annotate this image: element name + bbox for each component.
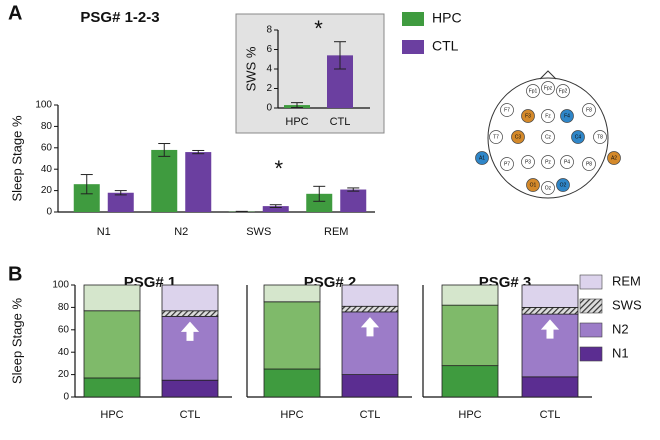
x-tick-label: HPC [458, 409, 481, 421]
electrode-label: P3 [525, 159, 531, 165]
bar-segment [442, 285, 498, 305]
electrode-label: T8 [597, 134, 603, 140]
y-tick-label: 0 [266, 103, 272, 114]
y-axis-label: Sleep Stage % [9, 115, 24, 201]
y-tick-label: 4 [266, 64, 272, 75]
x-tick-label: HPC [285, 116, 308, 128]
legend-label: REM [612, 273, 641, 288]
x-tick-label: CTL [360, 409, 381, 421]
y-tick-label: 80 [41, 121, 53, 132]
legend-swatch [580, 323, 602, 337]
y-tick-label: 0 [46, 207, 52, 218]
y-axis-label: SWS % [243, 46, 258, 91]
bar-segment [264, 285, 320, 302]
electrode-label: P8 [586, 161, 592, 167]
x-tick-label: REM [324, 226, 348, 238]
bar-segment [342, 285, 398, 306]
y-tick-label: 100 [35, 100, 52, 111]
legend-label: N2 [612, 321, 629, 336]
y-tick-label: 60 [58, 324, 70, 335]
x-tick-label: N2 [174, 226, 188, 238]
error-bar [236, 211, 248, 212]
y-tick-label: 100 [52, 280, 69, 291]
x-tick-label: HPC [280, 409, 303, 421]
legend-label: CTL [432, 38, 459, 54]
x-tick-label: CTL [180, 409, 201, 421]
legend-swatch [580, 299, 602, 313]
y-tick-label: 8 [266, 25, 272, 36]
y-tick-label: 20 [41, 185, 53, 196]
bar-segment [84, 311, 140, 378]
annotation: * [274, 156, 283, 181]
bar-segment [442, 305, 498, 365]
electrode-label: Fpz [544, 85, 553, 91]
bar-segment [522, 307, 578, 314]
legend-label: HPC [432, 10, 462, 26]
electrode-label: A2 [611, 155, 617, 161]
electrode-label: C3 [515, 134, 522, 140]
y-tick-label: 2 [266, 83, 272, 94]
x-tick-label: N1 [97, 226, 111, 238]
bar-segment [162, 285, 218, 311]
legend-label: N1 [612, 345, 629, 360]
bar-segment [442, 366, 498, 397]
bar-segment [522, 285, 578, 307]
electrode-label: Fp1 [529, 88, 538, 94]
annotation: * [314, 16, 323, 41]
electrode-label: A1 [479, 155, 485, 161]
electrode-label: P4 [564, 159, 570, 165]
bar-segment [522, 377, 578, 397]
x-tick-label: SWS [246, 226, 271, 238]
electrode-label: F4 [564, 113, 570, 119]
x-tick-label: CTL [330, 116, 351, 128]
chart-title: PSG# 1-2-3 [80, 9, 159, 26]
panel-label: A [8, 2, 22, 24]
y-tick-label: 40 [58, 347, 70, 358]
electrode-label: P7 [504, 161, 510, 167]
electrode-label: O2 [560, 182, 567, 188]
y-tick-label: 6 [266, 44, 272, 55]
legend-swatch [580, 275, 602, 289]
bar-segment [264, 369, 320, 397]
y-tick-label: 60 [41, 142, 53, 153]
bar [151, 150, 177, 212]
bar-segment [162, 380, 218, 397]
bar-segment [342, 375, 398, 397]
bar [108, 193, 134, 212]
y-tick-label: 80 [58, 302, 70, 313]
electrode-label: C4 [575, 134, 582, 140]
electrode-label: T7 [493, 134, 499, 140]
legend-swatch [402, 12, 424, 26]
electrode-label: F3 [525, 113, 531, 119]
error-bar [270, 205, 282, 208]
electrode-label: F8 [586, 107, 592, 113]
bar-segment [342, 306, 398, 312]
electrode-label: Fz [545, 113, 551, 119]
electrode-label: Oz [545, 185, 552, 191]
x-tick-label: CTL [540, 409, 561, 421]
panel-label: B [8, 263, 22, 285]
bar [340, 190, 366, 212]
bar [185, 152, 211, 212]
electrode-label: Pz [545, 159, 551, 165]
electrode-label: O1 [530, 182, 537, 188]
electrode-label: F7 [504, 107, 510, 113]
legend-swatch [580, 347, 602, 361]
electrode-label: Cz [545, 134, 552, 140]
bar-segment [84, 285, 140, 311]
bar-segment [84, 378, 140, 397]
bar-segment [162, 311, 218, 317]
y-axis-label: Sleep Stage % [9, 298, 24, 384]
y-tick-label: 20 [58, 369, 70, 380]
y-tick-label: 0 [63, 392, 69, 403]
x-tick-label: HPC [100, 409, 123, 421]
legend-swatch [402, 40, 424, 54]
electrode-label: Fp2 [559, 88, 568, 94]
legend-label: SWS [612, 297, 642, 312]
y-tick-label: 40 [41, 164, 53, 175]
bar-segment [264, 302, 320, 369]
